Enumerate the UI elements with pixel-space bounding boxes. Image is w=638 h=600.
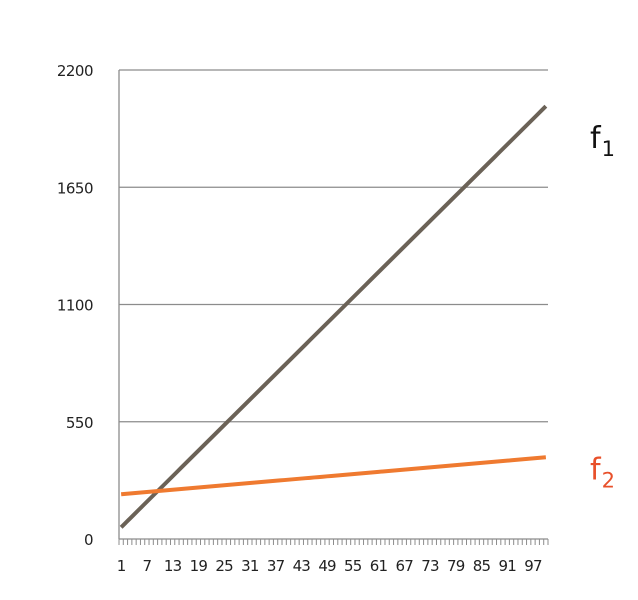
series-line-f1 (119, 104, 548, 529)
x-tick-label: 7 (143, 557, 152, 575)
series-label-name: f (590, 121, 602, 156)
x-tick-label: 1 (117, 557, 126, 575)
y-tick-label: 2200 (57, 62, 93, 80)
x-tick-label: 91 (498, 557, 516, 575)
series-label-f1: f1 (590, 121, 615, 161)
series-label-subscript: 2 (602, 468, 615, 492)
x-tick-label: 49 (318, 557, 336, 575)
series-lines (119, 104, 548, 529)
y-tick-label: 1100 (57, 297, 93, 315)
x-tick-label: 79 (447, 557, 465, 575)
x-tick-label: 61 (370, 557, 388, 575)
x-tick-label: 67 (396, 557, 414, 575)
x-tick-label: 97 (524, 557, 542, 575)
y-tick-label: 0 (84, 531, 93, 549)
series-label-f2: f2 (590, 452, 615, 492)
x-axis-tick-labels: 1 7 13 19 25 31 37 43 49 55 61 67 73 79 85 91 97 (117, 557, 543, 575)
x-tick-label: 19 (190, 557, 208, 575)
x-tick-label: 13 (164, 557, 182, 575)
series-label-subscript: 1 (602, 137, 615, 161)
x-tick-label: 25 (215, 557, 233, 575)
gridlines (119, 69, 548, 423)
y-tick-label: 1650 (57, 179, 93, 197)
x-tick-label: 85 (473, 557, 491, 575)
y-tick-label: 550 (66, 414, 93, 432)
y-axis-tick-labels: 0 550 1100 1650 2200 (57, 62, 94, 549)
x-axis (118, 70, 549, 545)
series-line-f2 (120, 455, 547, 497)
x-tick-label: 43 (293, 557, 311, 575)
x-tick-label: 37 (267, 557, 285, 575)
x-tick-label: 31 (241, 557, 259, 575)
x-tick-label: 73 (421, 557, 439, 575)
x-tick-label: 55 (344, 557, 362, 575)
series-label-name: f (590, 452, 602, 487)
